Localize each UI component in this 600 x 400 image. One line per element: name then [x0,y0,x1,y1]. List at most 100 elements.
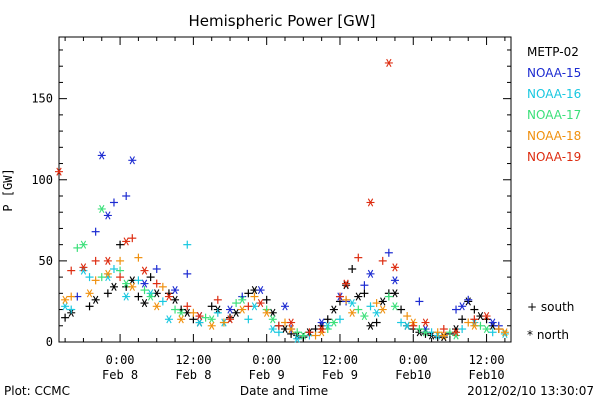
y-tick-label: 0 [46,335,53,349]
point-south [397,318,406,327]
y-tick-label: 100 [31,173,53,187]
point-south [152,279,161,288]
point-north [317,318,326,327]
point-south [458,315,467,324]
x-tick-label-date: Feb 9 [249,368,285,382]
point-north [97,204,106,214]
point-south [354,305,363,314]
legend-entry: NOAA-17 [527,108,581,122]
point-south [384,292,393,301]
point-south [183,302,192,311]
point-south [67,305,76,314]
point-south [207,302,216,311]
point-north [452,328,461,337]
x-tick-label-time: 12:00 [175,353,211,367]
point-south [360,289,369,298]
footer-plot-credit: Plot: CCMC [4,384,70,398]
point-south [348,264,357,273]
point-north [287,324,296,334]
point-south [378,256,387,265]
point-south [470,305,479,314]
point-north [61,295,70,304]
point-south [73,243,82,252]
point-south [311,331,320,340]
point-north [452,331,461,340]
point-south [464,318,473,327]
point-north [458,302,467,311]
point-south [134,253,143,262]
point-north [366,321,375,330]
point-north [146,289,155,298]
point-north [342,281,351,290]
point-south [244,302,253,311]
point-south [134,292,143,301]
point-south [305,328,314,337]
point-north [128,156,137,165]
x-tick-label-date: Feb 9 [322,368,358,382]
point-south [433,328,442,337]
point-north [79,266,88,275]
point-south [397,305,406,314]
point-north [232,308,241,317]
y-axis: 0 50 100 150 [31,49,511,349]
point-north [140,298,149,308]
point-north [342,279,351,288]
point-south [116,273,125,282]
point-south [293,328,302,337]
point-south [61,313,70,322]
x-tick-label-time: 0:00 [399,353,428,367]
point-north [329,305,338,314]
point-north [103,269,112,278]
point-south [152,264,161,273]
point-south [244,315,253,324]
point-north [61,302,70,311]
y-tick-label: 50 [39,254,53,268]
point-south [189,308,198,317]
point-north [482,324,491,334]
point-north [439,333,448,342]
marker-legend-entry: + south [527,300,574,314]
point-north [171,286,180,295]
point-north [287,318,296,327]
point-north [281,302,289,311]
point-south [415,297,424,306]
point-north [177,315,186,324]
point-north [79,263,88,272]
point-south [158,282,167,291]
point-north [55,167,63,176]
point-north [122,237,131,246]
point-south [458,325,467,334]
point-south [360,281,369,290]
point-north [366,269,375,278]
point-south [494,325,503,334]
point-south [67,266,76,275]
x-tick-label-time: 0:00 [252,353,281,367]
y-tick-label: 150 [31,92,53,106]
point-south [250,292,259,301]
point-north [500,329,509,338]
point-south [226,313,235,322]
x-tick-label-time: 12:00 [469,353,505,367]
point-south [201,313,210,322]
point-south [183,269,192,278]
marker-legend: + south * north [527,300,574,342]
point-north [421,328,430,337]
x-axis-label: Date and Time [240,384,328,398]
point-south [103,289,112,298]
point-south [109,198,118,207]
point-south [274,321,283,330]
point-south [97,273,106,282]
point-south [372,318,381,327]
footer-timestamp: 2012/02/10 13:30:07 [467,384,594,398]
point-south [183,240,192,249]
point-north [366,198,375,207]
point-south [232,299,241,308]
point-south [403,312,412,321]
point-south [171,305,180,314]
point-north [390,263,399,272]
point-north [348,308,357,317]
point-south [158,297,167,306]
point-north [103,211,112,220]
point-north [238,295,247,304]
